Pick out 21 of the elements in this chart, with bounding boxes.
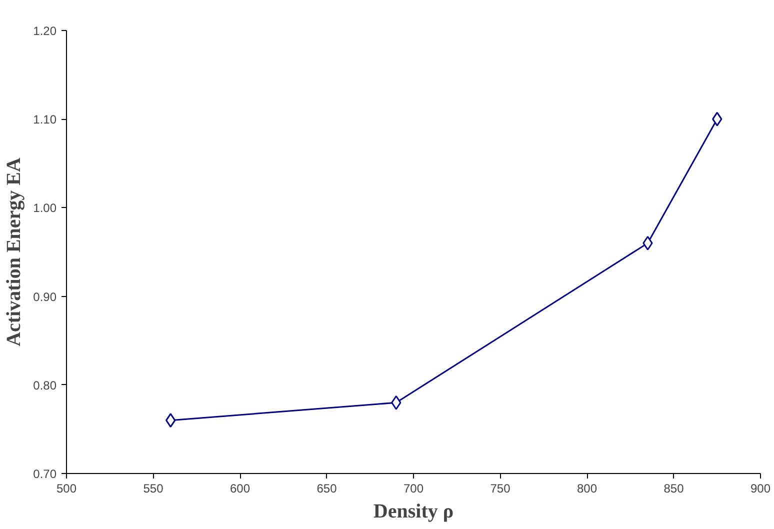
x-tick-label: 800 — [576, 482, 598, 496]
x-tick-label: 750 — [490, 482, 511, 496]
y-tick-label: 0.70 — [33, 467, 57, 481]
x-axis-title: Density ρ — [373, 500, 454, 522]
point — [642, 236, 653, 250]
point — [712, 112, 722, 126]
y-tick-label: 1.20 — [33, 24, 57, 38]
x-tick-label: 600 — [230, 482, 250, 496]
point — [166, 413, 176, 428]
x-tick-label: 900 — [750, 482, 771, 496]
x-tick-label: 850 — [664, 482, 684, 496]
x-tick-label: 500 — [56, 482, 77, 496]
x-tick-label: 650 — [316, 482, 338, 496]
y-tick-label: 1.10 — [33, 112, 57, 127]
x-tick-label: 700 — [403, 482, 424, 496]
y-axis-title: Activation Energy EA — [3, 157, 26, 346]
y-tick-label: 0.80 — [33, 378, 57, 392]
x-tick-label: 550 — [143, 482, 164, 496]
y-tick-label: 1.00 — [33, 201, 57, 216]
point — [391, 395, 402, 410]
y-tick-label: 0.90 — [33, 290, 57, 304]
